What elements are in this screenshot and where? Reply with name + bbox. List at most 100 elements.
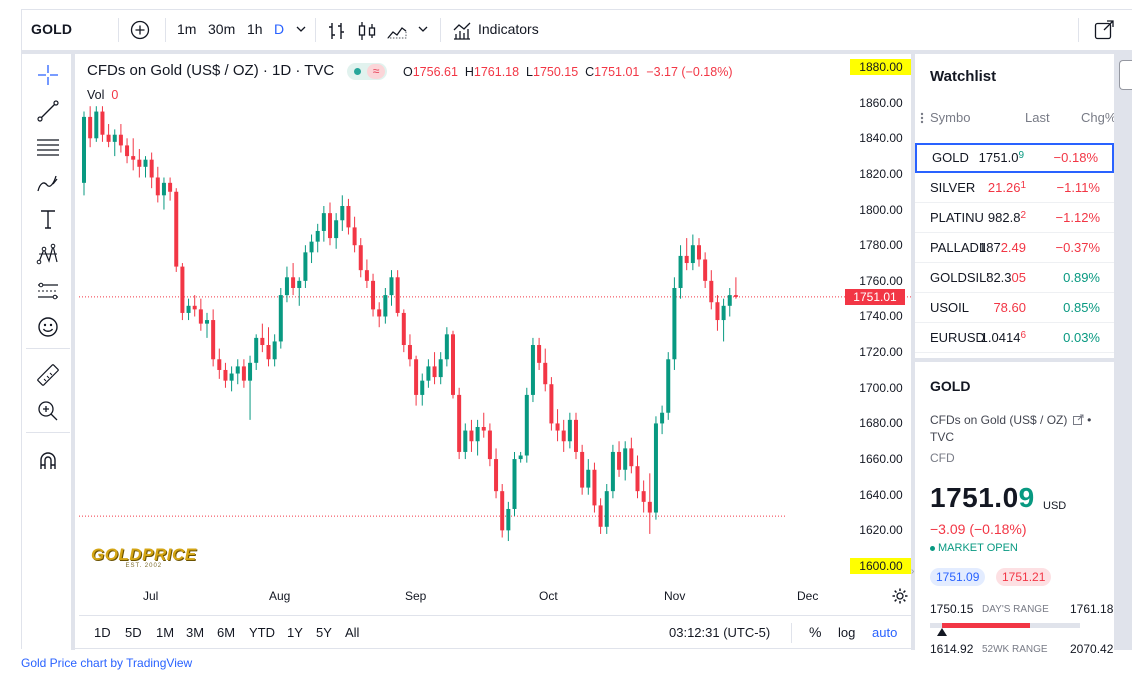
candle[interactable]: [389, 270, 394, 306]
candle[interactable]: [168, 177, 173, 201]
candle[interactable]: [420, 373, 425, 406]
range-ytd[interactable]: YTD: [249, 625, 275, 640]
interval-chevron-down-icon[interactable]: [294, 19, 308, 39]
trend-line-icon[interactable]: [35, 98, 61, 124]
candle[interactable]: [475, 419, 480, 456]
candle[interactable]: [198, 298, 203, 331]
candlestick-chart[interactable]: [79, 54, 911, 611]
interval-d[interactable]: D: [274, 21, 285, 37]
candle[interactable]: [309, 234, 314, 264]
candle[interactable]: [407, 334, 412, 367]
interval-1h[interactable]: 1h: [247, 21, 263, 37]
candle[interactable]: [229, 366, 234, 392]
indicators-button[interactable]: Indicators: [478, 21, 539, 37]
candle[interactable]: [672, 277, 677, 370]
watchlist-row[interactable]: PLATINU 982.82 −1.12%: [915, 203, 1114, 233]
panel-divider[interactable]: [911, 54, 915, 650]
candle[interactable]: [291, 263, 296, 296]
candle[interactable]: [451, 330, 455, 399]
candle[interactable]: [272, 334, 277, 367]
market-status-pill[interactable]: ≈: [347, 63, 387, 80]
chart-type-chevron-down-icon[interactable]: [416, 19, 430, 39]
candle[interactable]: [334, 213, 339, 249]
candle[interactable]: [254, 334, 259, 370]
area-chart-icon[interactable]: [386, 20, 408, 42]
chart-area[interactable]: CFDs on Gold (US$ / OZ) · 1D · TVC ≈ O17…: [79, 54, 911, 611]
candle[interactable]: [715, 295, 720, 331]
candle[interactable]: [580, 444, 585, 495]
watchlist-sidebar-button[interactable]: [1119, 60, 1132, 90]
candle[interactable]: [518, 451, 523, 463]
candle[interactable]: [487, 423, 492, 467]
candle[interactable]: [328, 202, 332, 246]
candle[interactable]: [432, 352, 437, 385]
candle[interactable]: [100, 106, 105, 142]
candle[interactable]: [494, 448, 499, 499]
candle[interactable]: [112, 129, 117, 157]
candle[interactable]: [346, 198, 351, 235]
candle[interactable]: [512, 451, 517, 517]
candle[interactable]: [727, 287, 732, 317]
candle[interactable]: [383, 287, 388, 324]
indicators-icon[interactable]: [451, 20, 473, 42]
brush-icon[interactable]: [35, 170, 61, 196]
candle[interactable]: [284, 266, 289, 303]
timezone-clock[interactable]: 03:12:31 (UTC-5): [669, 625, 771, 640]
open-in-new-window-icon[interactable]: [1093, 19, 1115, 41]
candle[interactable]: [463, 423, 468, 460]
candle[interactable]: [641, 480, 646, 513]
candle[interactable]: [82, 111, 86, 196]
candle[interactable]: [543, 348, 548, 392]
candle[interactable]: [438, 352, 443, 385]
candle[interactable]: [561, 419, 566, 452]
watchlist-row[interactable]: GOLDSIL' 82.305 0.89%: [915, 263, 1114, 293]
column-symbol[interactable]: Symbo: [930, 110, 971, 125]
collapse-panel-chevron-icon[interactable]: ›: [911, 566, 915, 577]
chart-settings-gear-icon[interactable]: [891, 587, 909, 605]
candle[interactable]: [684, 238, 689, 271]
candle[interactable]: [186, 298, 191, 321]
candle[interactable]: [358, 238, 363, 278]
candle[interactable]: [444, 327, 449, 367]
candle[interactable]: [364, 259, 369, 288]
auto-scale-toggle[interactable]: auto: [872, 625, 898, 640]
candle[interactable]: [143, 156, 148, 178]
external-link-icon[interactable]: [1072, 414, 1084, 425]
column-chg[interactable]: Chg%: [1081, 110, 1117, 125]
candle[interactable]: [635, 455, 640, 499]
range-1y[interactable]: 1Y: [287, 625, 303, 640]
range-1d[interactable]: 1D: [94, 625, 111, 640]
candle[interactable]: [241, 359, 246, 388]
interval-1m[interactable]: 1m: [177, 21, 197, 37]
watchlist-row[interactable]: GOLD 1751.09 −0.18%: [915, 143, 1114, 173]
candle[interactable]: [709, 270, 714, 310]
candle[interactable]: [297, 277, 302, 306]
candle[interactable]: [697, 238, 701, 267]
candle[interactable]: [666, 352, 671, 420]
range-1m[interactable]: 1M: [156, 625, 175, 640]
candle[interactable]: [629, 437, 634, 474]
candle[interactable]: [660, 405, 665, 435]
pattern-tool-icon[interactable]: [35, 242, 61, 268]
candle[interactable]: [567, 412, 572, 449]
candle[interactable]: [426, 359, 431, 388]
candle[interactable]: [537, 337, 542, 370]
candle[interactable]: [457, 387, 462, 460]
candle[interactable]: [481, 412, 486, 438]
candle[interactable]: [180, 263, 185, 321]
range-5y[interactable]: 5Y: [316, 625, 332, 640]
candle[interactable]: [94, 106, 99, 142]
watchlist-row[interactable]: PALLADII 1872.49 −0.37%: [915, 233, 1114, 263]
percent-scale-toggle[interactable]: %: [809, 624, 822, 640]
candle[interactable]: [598, 498, 603, 534]
candle[interactable]: [377, 302, 382, 328]
candle[interactable]: [586, 459, 591, 495]
candle[interactable]: [733, 277, 738, 299]
price-scale[interactable]: 1880.00 1860.00 1840.00 1820.00 1800.00 1780.…: [850, 54, 912, 611]
candle[interactable]: [647, 473, 652, 534]
compare-plus-icon[interactable]: [130, 20, 150, 40]
candle[interactable]: [223, 362, 228, 388]
prediction-tool-icon[interactable]: [35, 278, 61, 304]
text-tool-icon[interactable]: [35, 206, 61, 232]
candle[interactable]: [211, 309, 216, 367]
